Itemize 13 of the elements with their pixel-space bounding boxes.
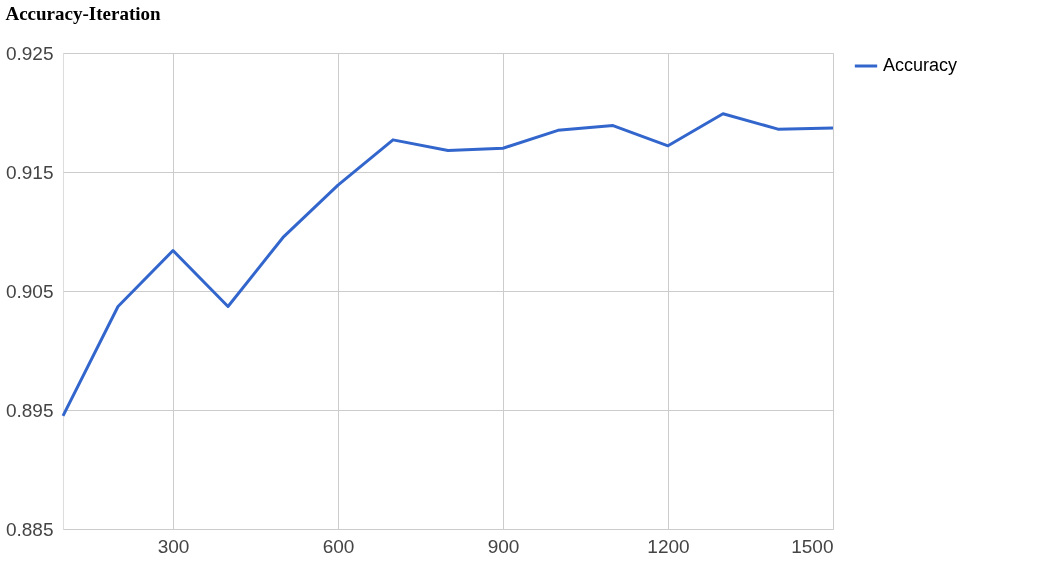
legend-label: Accuracy: [883, 55, 958, 75]
y-tick-label: 0.885: [5, 518, 54, 540]
y-tick-label: 0.925: [5, 42, 54, 64]
x-tick-label: 1200: [647, 535, 690, 557]
x-tick-label: 1500: [791, 535, 834, 557]
x-tick-label: 300: [157, 535, 190, 557]
line-series: [61, 112, 835, 418]
y-tick-label: 0.905: [5, 280, 54, 302]
y-tick-label: 0.895: [5, 399, 54, 421]
y-tick-label: 0.915: [5, 161, 54, 183]
chart-title: Accuracy-Iteration: [5, 3, 161, 24]
x-tick-label: 900: [487, 535, 520, 557]
x-tick-label: 600: [322, 535, 355, 557]
